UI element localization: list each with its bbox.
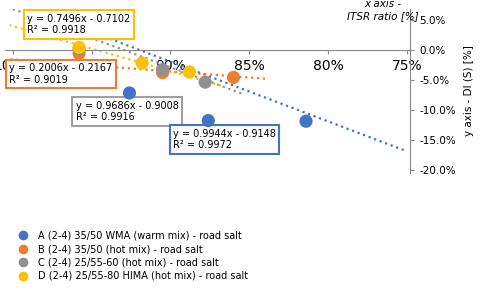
Point [158, 67, 166, 72]
Point [186, 70, 194, 74]
Point [302, 119, 310, 124]
Point [158, 70, 166, 75]
Text: y = 0.9686x - 0.9008
R² = 0.9916: y = 0.9686x - 0.9008 R² = 0.9916 [76, 101, 179, 122]
Legend: A (2-4) 35/50 WMA (warm mix) - road salt, B (2-4) 35/50 (hot mix) - road salt, C: A (2-4) 35/50 WMA (warm mix) - road salt… [10, 227, 252, 285]
Point [75, 46, 83, 51]
Text: y = 0.7496x - 0.7102
R² = 0.9918: y = 0.7496x - 0.7102 R² = 0.9918 [28, 14, 130, 35]
Y-axis label: y axis - DI (S) [%]: y axis - DI (S) [%] [464, 46, 474, 136]
Point [204, 118, 212, 123]
Point [126, 91, 134, 95]
Point [138, 60, 146, 65]
Point [230, 75, 237, 80]
Text: y = 0.2006x - 0.2167
R² = 0.9019: y = 0.2006x - 0.2167 R² = 0.9019 [9, 63, 113, 85]
Point [75, 51, 83, 56]
Text: y = 0.9944x - 0.9148
R² = 0.9972: y = 0.9944x - 0.9148 R² = 0.9972 [173, 129, 276, 150]
Point [201, 80, 209, 85]
Point [75, 45, 83, 50]
Text: x axis -
​​​​ITSR ratio [%]: x axis - ​​​​ITSR ratio [%] [348, 0, 419, 21]
